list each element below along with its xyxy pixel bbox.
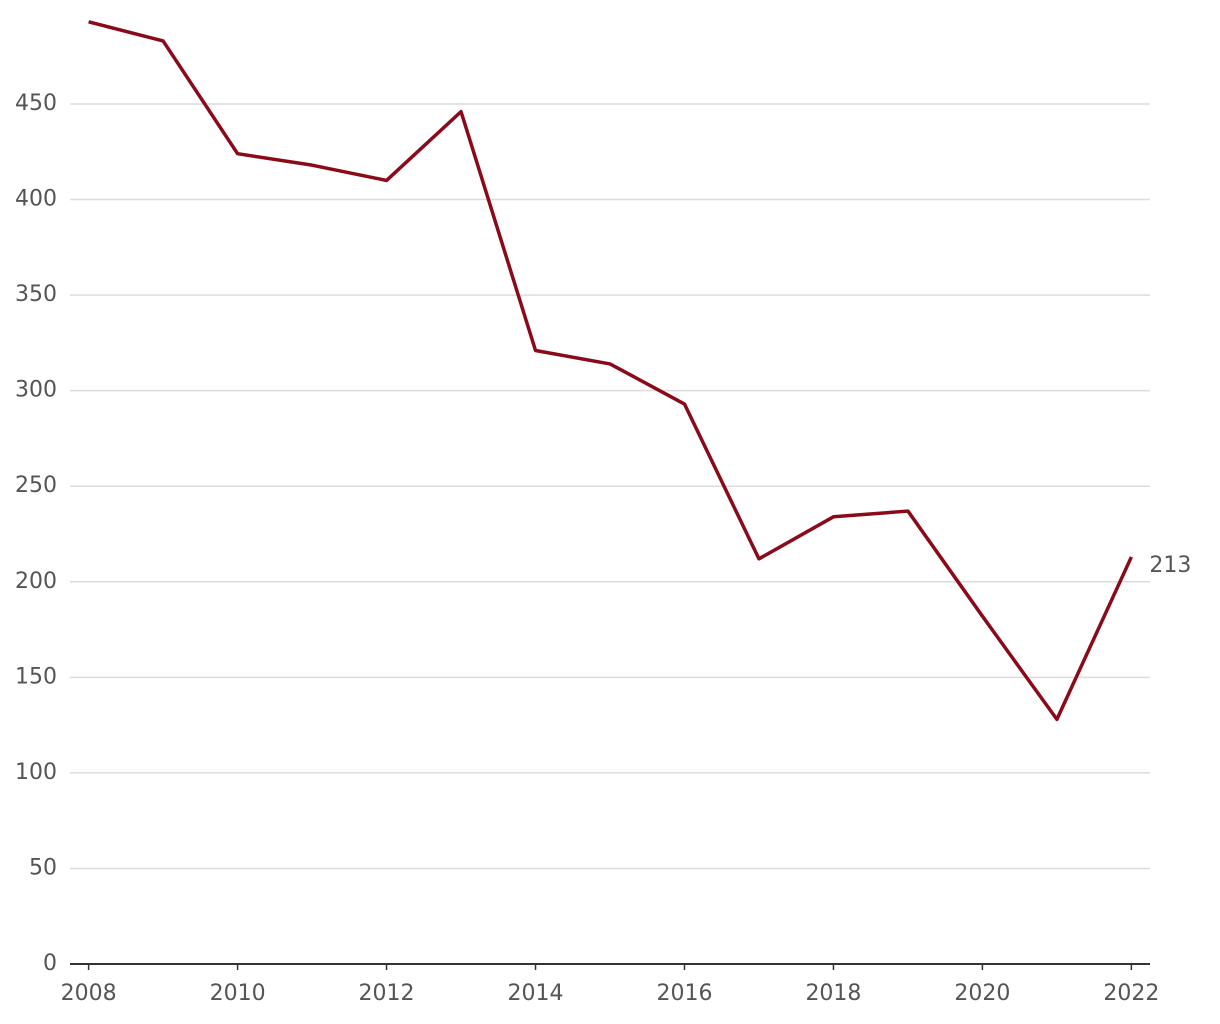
end-label: 213	[1149, 553, 1191, 578]
x-tick-label: 2022	[1103, 981, 1159, 1006]
x-tick-label: 2008	[61, 981, 117, 1006]
y-tick-label: 300	[15, 378, 57, 403]
x-tick-label: 2016	[656, 981, 712, 1006]
y-tick-label: 50	[29, 855, 57, 880]
line	[88, 20, 1133, 722]
y-tick-label: 0	[43, 951, 57, 976]
x-tick-label: 2014	[508, 981, 564, 1006]
y-tick-label: 150	[15, 664, 57, 689]
y-tick-label: 400	[15, 187, 57, 212]
y-tick-label: 450	[15, 91, 57, 116]
y-tick-label: 250	[15, 473, 57, 498]
x-tick-label: 2010	[210, 981, 266, 1006]
y-tick-label: 350	[15, 282, 57, 307]
y-tick-label: 200	[15, 569, 57, 594]
y-tick-label: 100	[15, 760, 57, 785]
x-tick-label: 2018	[805, 981, 861, 1006]
x-tick-label: 2012	[359, 981, 415, 1006]
x-tick-label: 2020	[954, 981, 1010, 1006]
